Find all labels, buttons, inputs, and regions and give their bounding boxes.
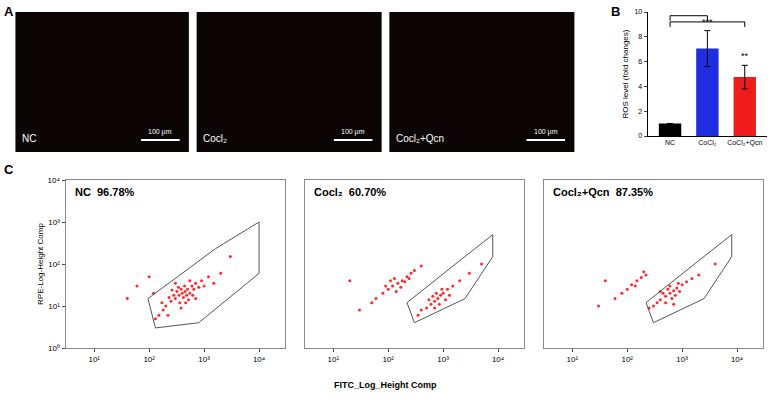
svg-text:10¹: 10¹ <box>88 355 100 364</box>
svg-text:Cocl₂+Qcn 87.35%: Cocl₂+Qcn 87.35% <box>553 186 653 198</box>
svg-text:Cocl₂ 60.70%: Cocl₂ 60.70% <box>314 186 386 198</box>
svg-text:**: ** <box>741 51 749 61</box>
svg-text:CoCl₂+Qcn: CoCl₂+Qcn <box>727 139 762 147</box>
svg-text:10¹: 10¹ <box>566 355 578 364</box>
svg-text:C: C <box>4 162 14 177</box>
svg-text:10³: 10³ <box>198 355 210 364</box>
svg-text:CoCl₂: CoCl₂ <box>698 139 717 146</box>
svg-text:10⁴: 10⁴ <box>492 355 505 364</box>
svg-text:10⁰: 10⁰ <box>48 344 60 353</box>
svg-text:100 μm: 100 μm <box>534 128 558 136</box>
svg-text:FITC_Log_Height Comp: FITC_Log_Height Comp <box>334 380 437 390</box>
svg-text:100 μm: 100 μm <box>341 128 365 136</box>
svg-text:10⁴: 10⁴ <box>253 355 266 364</box>
svg-text:10²: 10² <box>382 355 394 364</box>
svg-text:10¹: 10¹ <box>327 355 339 364</box>
svg-text:10²: 10² <box>621 355 633 364</box>
svg-text:8: 8 <box>638 33 642 40</box>
svg-text:2: 2 <box>638 108 642 115</box>
svg-text:6: 6 <box>638 58 642 65</box>
svg-text:B: B <box>611 4 620 19</box>
svg-text:10²: 10² <box>48 260 60 269</box>
svg-text:Cocl₂+Qcn: Cocl₂+Qcn <box>396 133 444 144</box>
svg-text:Cocl₂: Cocl₂ <box>203 133 227 144</box>
svg-text:0: 0 <box>638 132 642 139</box>
svg-text:10²: 10² <box>143 355 155 364</box>
svg-text:***: *** <box>702 17 713 27</box>
svg-text:10⁴: 10⁴ <box>731 355 744 364</box>
svg-text:4: 4 <box>638 83 642 90</box>
svg-text:10¹: 10¹ <box>48 302 60 311</box>
svg-text:100 μm: 100 μm <box>148 128 172 136</box>
svg-text:A: A <box>4 4 14 19</box>
svg-text:10⁴: 10⁴ <box>48 176 61 185</box>
svg-text:NC: NC <box>22 133 36 144</box>
svg-text:10: 10 <box>634 8 642 15</box>
svg-text:10³: 10³ <box>676 355 688 364</box>
svg-text:NC: NC <box>665 139 675 146</box>
svg-text:NC 96.78%: NC 96.78% <box>75 186 135 198</box>
svg-text:RPE-Log-Height Comp: RPE-Log-Height Comp <box>36 223 45 305</box>
svg-text:10³: 10³ <box>48 218 60 227</box>
svg-text:ROS level (fold changes): ROS level (fold changes) <box>621 29 630 118</box>
svg-text:10³: 10³ <box>437 355 449 364</box>
